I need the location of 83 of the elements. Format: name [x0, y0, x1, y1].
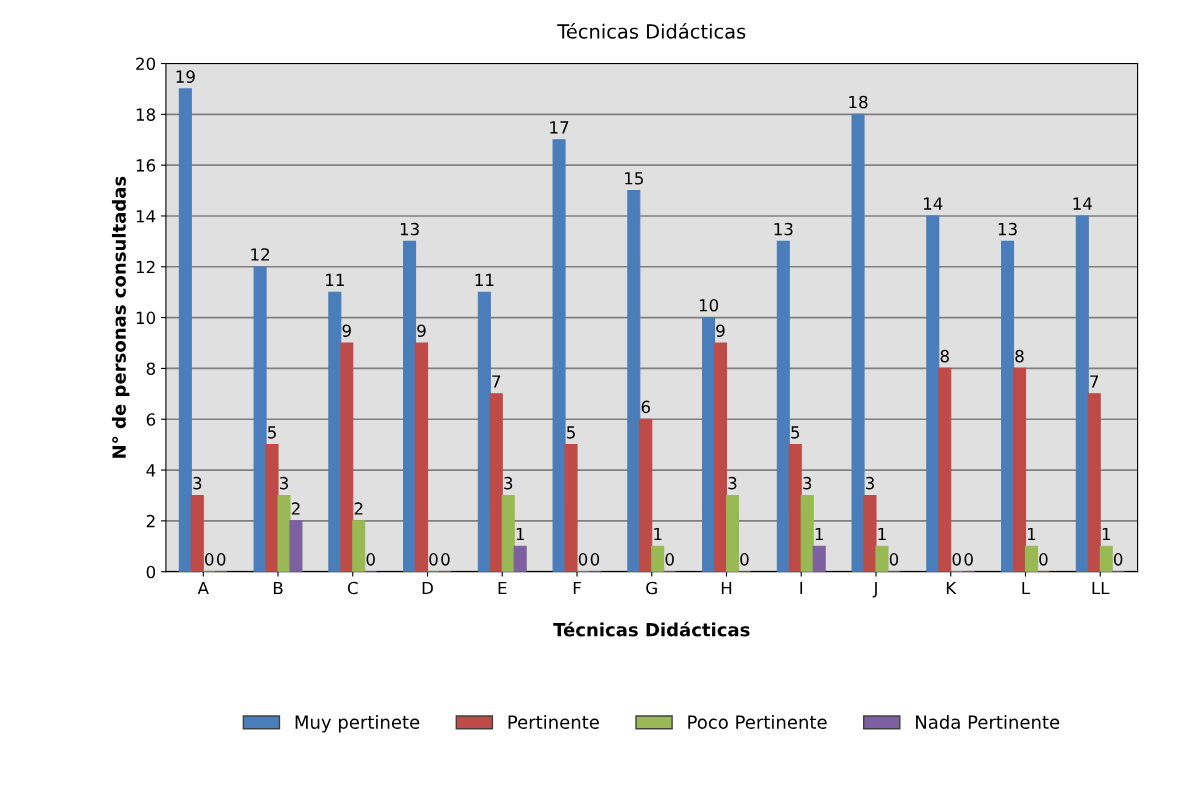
data-label: 9	[342, 324, 351, 337]
data-label: 7	[1090, 375, 1099, 388]
data-label: 3	[728, 476, 737, 490]
x-tick-label: F	[573, 581, 581, 595]
data-label: 6	[641, 400, 651, 414]
data-label: 18	[849, 95, 868, 109]
data-label: 1	[1102, 527, 1110, 541]
legend-label: Poco Pertinente	[688, 714, 827, 729]
x-tick-label: L	[1022, 581, 1031, 595]
data-label: 11	[326, 273, 344, 286]
data-label: 0	[590, 553, 600, 566]
data-label: 13	[400, 222, 419, 236]
y-tick-label: 12	[136, 260, 155, 274]
y-tick-label: 2	[146, 514, 155, 528]
data-label: 3	[504, 476, 513, 490]
data-label: 14	[1073, 197, 1092, 210]
y-axis-title: N° de personas consultadas	[111, 176, 130, 458]
data-label: 3	[193, 476, 202, 490]
data-label: 5	[791, 426, 800, 439]
x-tick-label: B	[273, 581, 283, 595]
data-label: 3	[865, 476, 874, 490]
data-label: 3	[803, 476, 812, 490]
x-tick-label: H	[721, 581, 732, 595]
data-label: 0	[217, 553, 226, 566]
data-label: 9	[716, 324, 725, 337]
data-label: 12	[251, 248, 270, 261]
data-label: 0	[740, 553, 749, 566]
data-label: 11	[475, 273, 494, 286]
data-label: 0	[1039, 553, 1048, 566]
x-tick-label: J	[872, 581, 877, 598]
chart-title: Técnicas Didácticas	[557, 22, 746, 39]
data-label: 0	[665, 553, 674, 566]
data-label: 0	[952, 553, 961, 566]
y-tick-label: 0	[146, 565, 156, 579]
data-label: 10	[699, 298, 719, 312]
data-label: 0	[441, 553, 450, 566]
data-label: 13	[998, 222, 1017, 236]
data-label: 15	[625, 172, 643, 185]
x-tick-label: C	[347, 581, 358, 595]
data-label: 0	[1113, 553, 1123, 566]
data-label: 9	[417, 324, 426, 337]
data-label: 1	[815, 527, 823, 541]
data-label: 0	[578, 553, 588, 566]
x-tick-label: G	[646, 581, 657, 595]
x-axis-title: Técnicas Didácticas	[553, 621, 750, 637]
data-label: 1	[1027, 527, 1036, 541]
legend-label: Nada Pertinente	[916, 714, 1060, 729]
x-tick-label: A	[197, 581, 209, 595]
data-label: 1	[654, 527, 662, 541]
data-label: 14	[924, 197, 943, 210]
x-tick-label: D	[422, 581, 433, 595]
data-label: 0	[366, 553, 375, 566]
y-tick-label: 20	[136, 57, 156, 71]
data-label: 19	[176, 70, 195, 83]
y-tick-label: 16	[136, 159, 156, 172]
data-label: 0	[429, 553, 438, 566]
data-label: 13	[774, 222, 793, 236]
data-label: 0	[889, 553, 899, 566]
x-tick-label: K	[946, 581, 957, 595]
y-tick-label: 8	[146, 362, 156, 375]
data-label: 1	[878, 527, 886, 541]
y-tick-label: 18	[136, 108, 156, 121]
data-label: 0	[964, 553, 973, 566]
data-label: 17	[550, 121, 569, 134]
x-tick-label: LL	[1092, 581, 1110, 595]
y-tick-label: 4	[146, 464, 156, 477]
data-label: 7	[492, 375, 501, 388]
data-label: 8	[1015, 349, 1024, 363]
data-label: 1	[516, 527, 524, 541]
y-tick-label: 6	[146, 413, 156, 426]
data-label: 2	[291, 502, 300, 515]
data-label: 8	[940, 349, 949, 363]
legend-label: Muy pertinete	[295, 714, 420, 733]
data-label: 3	[279, 476, 288, 490]
x-tick-label: E	[498, 581, 507, 595]
data-label: 0	[205, 553, 214, 566]
data-label: 5	[268, 426, 276, 439]
y-tick-label: 10	[136, 311, 156, 325]
legend-label: Pertinente	[508, 714, 599, 729]
y-tick-label: 14	[136, 210, 156, 223]
data-label: 5	[567, 426, 575, 439]
data-label: 2	[354, 502, 363, 515]
x-tick-label: I	[800, 581, 803, 595]
